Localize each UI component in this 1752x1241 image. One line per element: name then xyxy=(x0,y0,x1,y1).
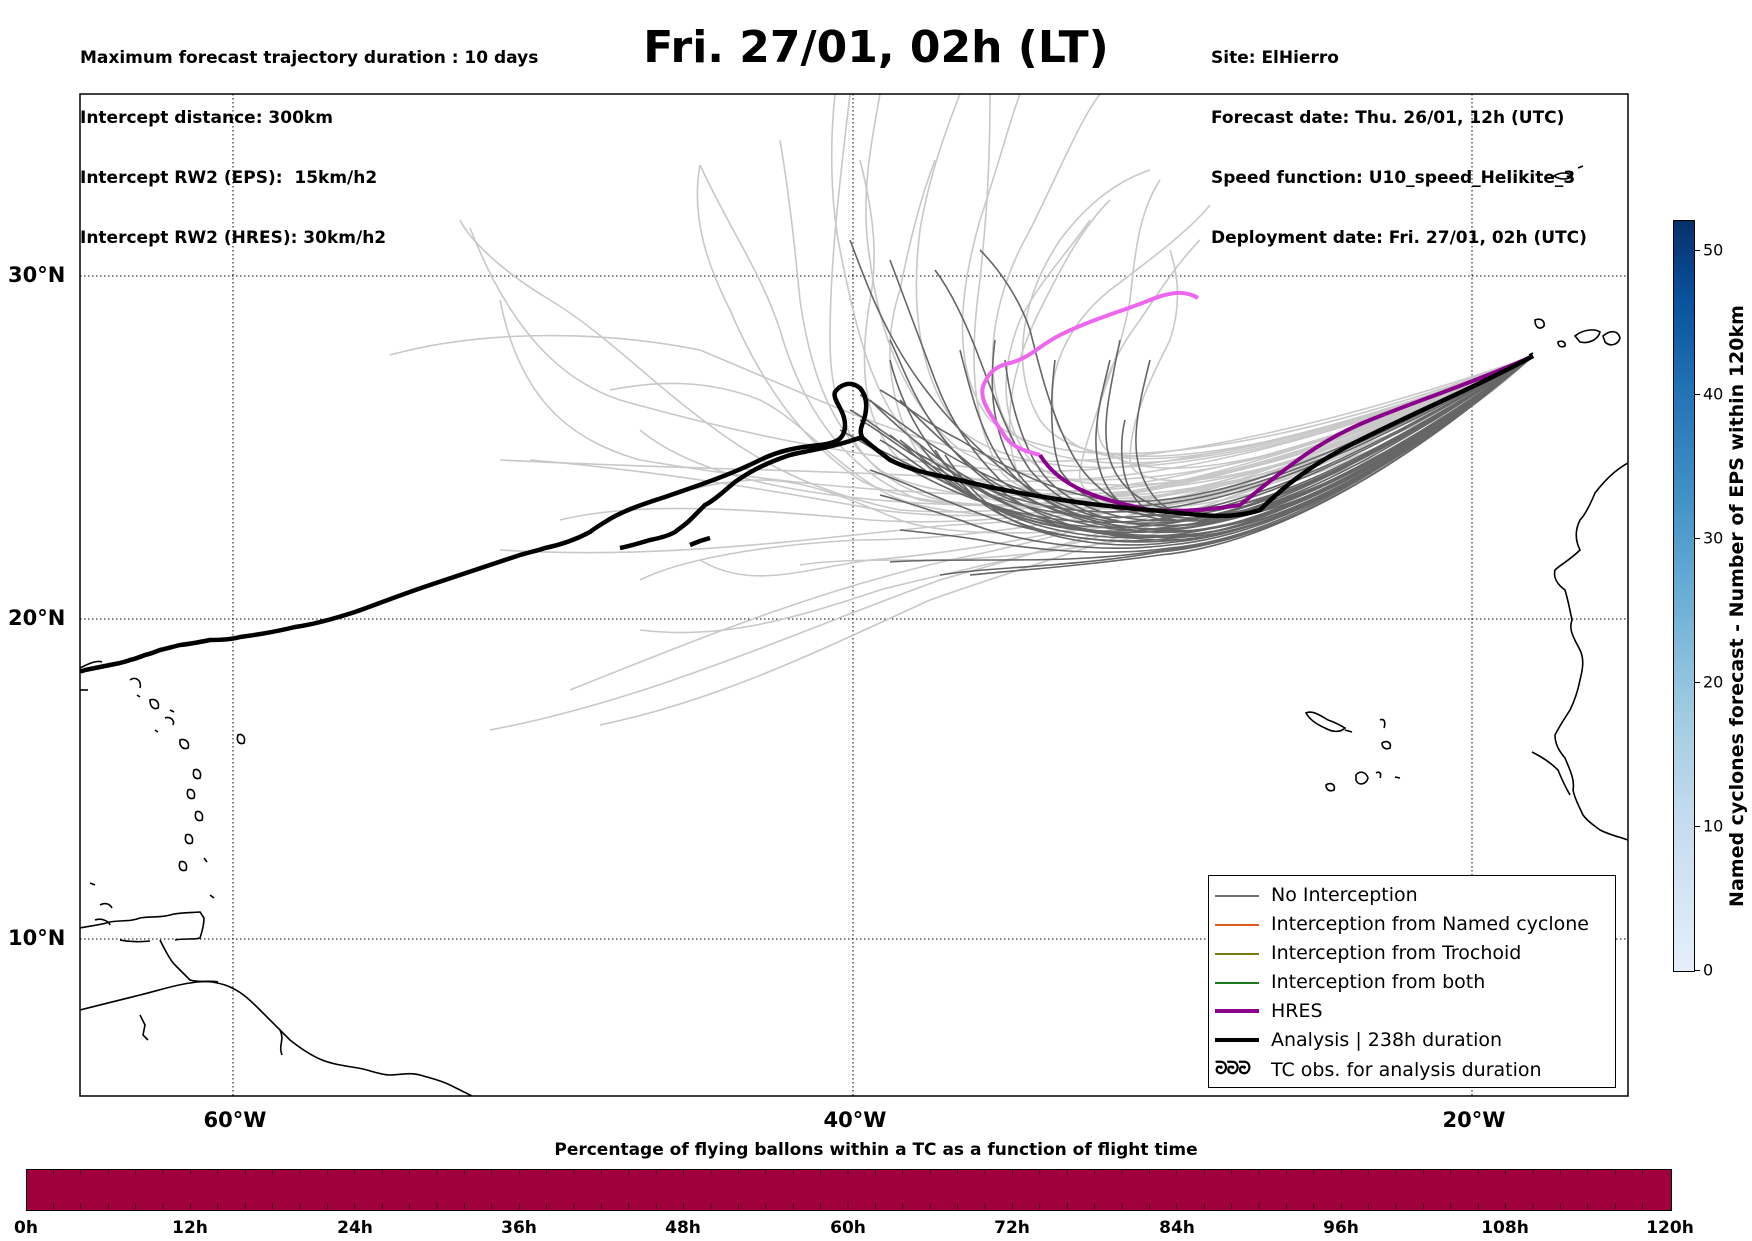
lon-label-40w: 40°W xyxy=(823,1108,887,1132)
eps-colorbar xyxy=(1673,220,1695,972)
colorbar-label: Named cyclones forecast - Number of EPS … xyxy=(1726,305,1748,907)
hres-forecast-path xyxy=(980,291,1200,457)
header-line-3: Intercept RW2 (EPS): 15km/h2 xyxy=(80,168,378,188)
time-tick-96h: 96h xyxy=(1323,1218,1359,1238)
forecast-date-line: Forecast date: Thu. 26/01, 12h (UTC) xyxy=(1211,108,1565,128)
legend-swatch xyxy=(1215,953,1259,955)
map-title: Fri. 27/01, 02h (LT) xyxy=(643,22,1109,73)
lat-label-10n: 10°N xyxy=(8,926,66,950)
legend-label: Interception from both xyxy=(1271,971,1486,993)
lat-label-30n: 30°N xyxy=(8,263,66,287)
time-tick-72h: 72h xyxy=(994,1218,1030,1238)
lon-label-20w: 20°W xyxy=(1442,1108,1506,1132)
header-line-1: Maximum forecast trajectory duration : 1… xyxy=(80,48,539,68)
legend-label: Analysis | 238h duration xyxy=(1271,1029,1503,1051)
legend-swatch xyxy=(1215,1038,1259,1042)
legend-swatch xyxy=(1215,982,1259,984)
legend-item-trochoid: Interception from Trochoid xyxy=(1209,939,1615,968)
flight-time-bar xyxy=(26,1169,1672,1211)
legend-item-both: Interception from both xyxy=(1209,968,1615,997)
legend-swatch xyxy=(1215,895,1259,897)
legend-item-named-cyclone: Interception from Named cyclone xyxy=(1209,910,1615,939)
colorbar-tick-0: 0 xyxy=(1703,960,1714,980)
legend-item-no-interception: No Interception xyxy=(1209,881,1615,910)
time-tick-0h: 0h xyxy=(14,1218,38,1238)
time-tick-24h: 24h xyxy=(337,1218,373,1238)
legend-swatch xyxy=(1215,924,1259,926)
legend: No Interception Interception from Named … xyxy=(1208,875,1616,1088)
flight-time-bar-ticks xyxy=(26,1169,1643,1211)
deployment-date-line: Deployment date: Fri. 27/01, 02h (UTC) xyxy=(1211,228,1587,248)
coastlines xyxy=(80,165,1628,1096)
tc-symbol-icon: ᘒᘒᘒ xyxy=(1215,1058,1251,1079)
lon-label-60w: 60°W xyxy=(203,1108,267,1132)
time-tick-48h: 48h xyxy=(665,1218,701,1238)
gridlines xyxy=(80,94,1628,1096)
eps-dark-trajectories xyxy=(839,239,1534,576)
legend-item-tc-obs: ᘒᘒᘒ TC obs. for analysis duration xyxy=(1209,1056,1615,1085)
legend-swatch xyxy=(1215,1009,1259,1013)
colorbar-tick-20: 20 xyxy=(1703,672,1724,692)
time-tick-120h: 120h xyxy=(1646,1218,1694,1238)
eps-faint-trajectories xyxy=(389,94,1534,731)
colorbar-tick-40: 40 xyxy=(1703,384,1724,404)
legend-item-analysis: Analysis | 238h duration xyxy=(1209,1026,1615,1055)
time-tick-60h: 60h xyxy=(830,1218,866,1238)
colorbar-tick-10: 10 xyxy=(1703,816,1724,836)
site-line: Site: ElHierro xyxy=(1211,48,1339,68)
time-tick-12h: 12h xyxy=(172,1218,208,1238)
header-line-2: Intercept distance: 300km xyxy=(80,108,333,128)
legend-label: No Interception xyxy=(1271,884,1418,906)
time-tick-84h: 84h xyxy=(1159,1218,1195,1238)
legend-label: TC obs. for analysis duration xyxy=(1271,1059,1542,1081)
time-tick-36h: 36h xyxy=(501,1218,537,1238)
legend-label: Interception from Named cyclone xyxy=(1271,913,1589,935)
hres-path xyxy=(1038,354,1534,513)
colorbar-tick-50: 50 xyxy=(1703,240,1724,260)
time-tick-108h: 108h xyxy=(1481,1218,1529,1238)
lat-label-20n: 20°N xyxy=(8,606,66,630)
colorbar-tick-30: 30 xyxy=(1703,528,1724,548)
header-line-4: Intercept RW2 (HRES): 30km/h2 xyxy=(80,228,387,248)
analysis-path xyxy=(80,354,1535,674)
flight-time-bar-title: Percentage of flying ballons within a TC… xyxy=(554,1140,1198,1160)
speed-function-line: Speed function: U10_speed_Helikite_3 xyxy=(1211,168,1576,188)
legend-label: Interception from Trochoid xyxy=(1271,942,1522,964)
legend-label: HRES xyxy=(1271,1000,1323,1022)
legend-item-hres: HRES xyxy=(1209,997,1615,1026)
map-frame xyxy=(79,93,1629,1097)
